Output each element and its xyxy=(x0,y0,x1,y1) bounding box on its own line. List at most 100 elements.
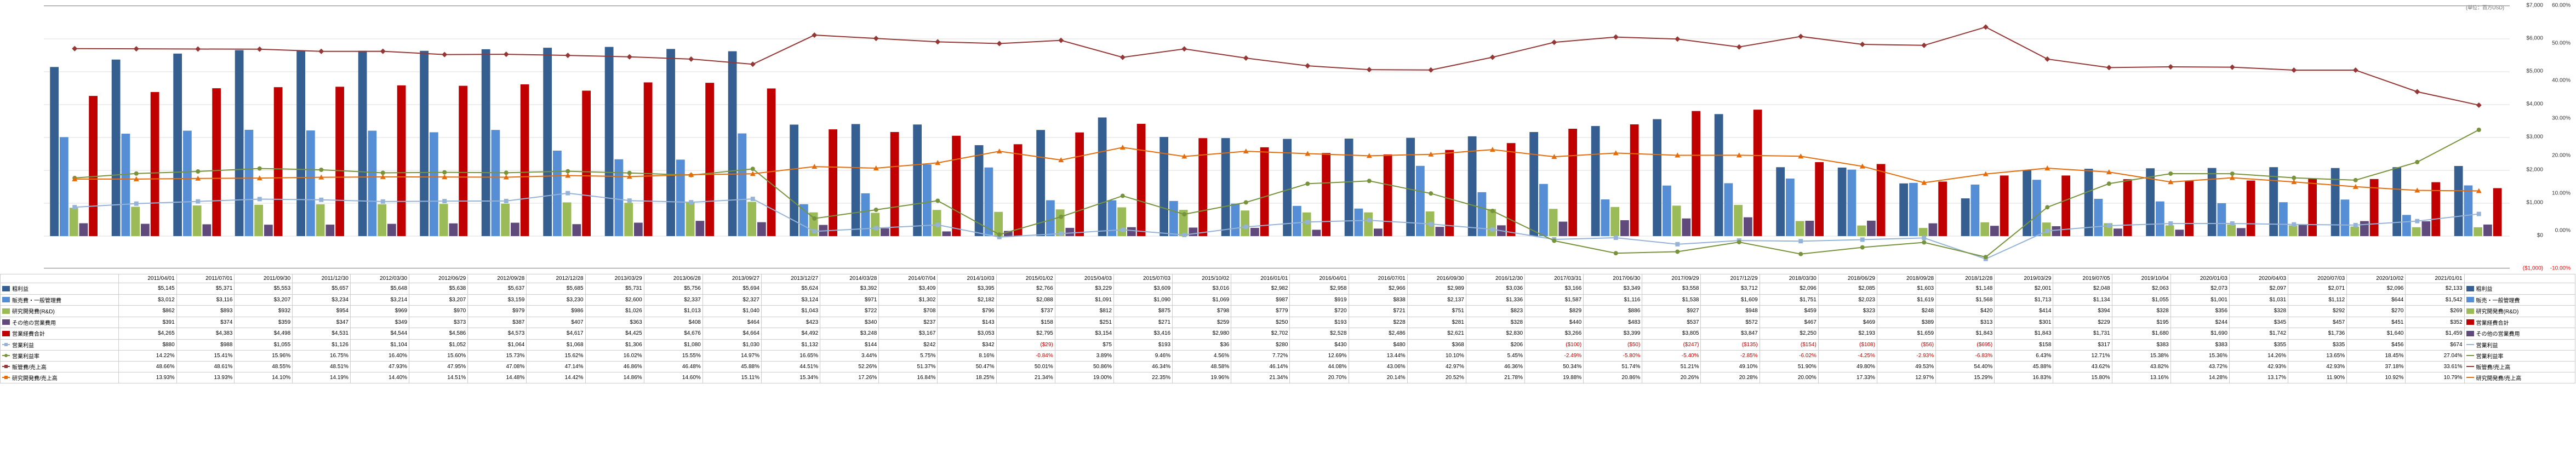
data-cell: 17.26% xyxy=(820,372,879,383)
period-header: 2012/09/28 xyxy=(468,274,527,283)
data-cell: $722 xyxy=(820,306,879,317)
legend-right: その他の営業費用 xyxy=(2464,328,2575,340)
data-cell: 13.44% xyxy=(1349,350,1407,361)
data-cell: $328 xyxy=(2229,306,2288,317)
data-cell: $456 xyxy=(2347,339,2406,350)
data-cell: $5,685 xyxy=(527,283,585,295)
data-cell: $987 xyxy=(1231,294,1290,306)
data-cell: 15.55% xyxy=(644,350,702,361)
data-cell: ($100) xyxy=(1525,339,1584,350)
row-label: 粗利益 xyxy=(1,283,119,295)
data-cell: 48.61% xyxy=(176,361,235,372)
data-cell: $1,731 xyxy=(2053,328,2112,340)
data-cell: $1,713 xyxy=(1995,294,2053,306)
data-cell: $3,012 xyxy=(118,294,176,306)
data-cell: $1,069 xyxy=(1173,294,1231,306)
data-cell: $537 xyxy=(1642,317,1701,328)
data-cell: $2,088 xyxy=(996,294,1055,306)
period-header: 2018/09/28 xyxy=(1877,274,1935,283)
period-header: 2017/12/29 xyxy=(1701,274,1760,283)
data-cell: $969 xyxy=(350,306,409,317)
data-cell: 9.46% xyxy=(1113,350,1172,361)
data-cell: $1,459 xyxy=(2406,328,2464,340)
period-header: 2015/04/03 xyxy=(1055,274,1113,283)
data-cell: $1,336 xyxy=(1466,294,1524,306)
data-cell: $193 xyxy=(1113,339,1172,350)
legend-right: 研究開発費/売上高 xyxy=(2464,372,2575,383)
data-cell: 43.82% xyxy=(2112,361,2171,372)
data-cell: $893 xyxy=(176,306,235,317)
data-cell: 13.17% xyxy=(2229,372,2288,383)
data-cell: 20.86% xyxy=(1584,372,1642,383)
period-header: 2016/07/01 xyxy=(1349,274,1407,283)
data-cell: $3,416 xyxy=(1113,328,1172,340)
data-cell: $3,036 xyxy=(1466,283,1524,295)
data-cell: $394 xyxy=(2053,306,2112,317)
data-cell: 15.73% xyxy=(468,350,527,361)
period-header: 2021/01/01 xyxy=(2406,274,2464,283)
data-table: 2011/04/012011/07/012011/09/302011/12/30… xyxy=(0,274,2575,383)
data-cell: $3,712 xyxy=(1701,283,1760,295)
data-cell: ($154) xyxy=(1760,339,1818,350)
data-cell: $829 xyxy=(1525,306,1584,317)
data-cell: $927 xyxy=(1642,306,1701,317)
data-cell: $1,690 xyxy=(2171,328,2229,340)
data-cell: $301 xyxy=(1995,317,2053,328)
data-cell: $270 xyxy=(2347,306,2406,317)
data-cell: 47.95% xyxy=(409,361,468,372)
data-cell: 45.88% xyxy=(1995,361,2053,372)
data-cell: $457 xyxy=(2288,317,2347,328)
data-cell: $4,531 xyxy=(293,328,351,340)
period-header: 2016/04/01 xyxy=(1290,274,1349,283)
data-cell: 42.93% xyxy=(2288,361,2347,372)
data-cell: $144 xyxy=(820,339,879,350)
data-cell: 15.38% xyxy=(2112,350,2171,361)
row-label: 営業利益率 xyxy=(1,350,119,361)
data-cell: $2,001 xyxy=(1995,283,2053,295)
data-cell: 48.66% xyxy=(118,361,176,372)
data-cell: $1,091 xyxy=(1055,294,1113,306)
data-cell: $269 xyxy=(2406,306,2464,317)
data-cell: $281 xyxy=(1407,317,1466,328)
data-cell: $4,492 xyxy=(761,328,820,340)
data-cell: 49.10% xyxy=(1701,361,1760,372)
data-cell: $721 xyxy=(1349,306,1407,317)
period-header: 2017/06/30 xyxy=(1584,274,1642,283)
data-cell: $328 xyxy=(2112,306,2171,317)
data-cell: $345 xyxy=(2229,317,2288,328)
data-cell: $2,980 xyxy=(1173,328,1231,340)
data-cell: 49.80% xyxy=(1818,361,1877,372)
data-cell: 47.08% xyxy=(468,361,527,372)
data-cell: $1,568 xyxy=(1936,294,1995,306)
data-cell: 13.93% xyxy=(118,372,176,383)
data-cell: $349 xyxy=(350,317,409,328)
data-cell: 21.34% xyxy=(996,372,1055,383)
data-cell: $4,573 xyxy=(468,328,527,340)
data-cell: $3,207 xyxy=(235,294,293,306)
data-cell: 14.26% xyxy=(2229,350,2288,361)
data-cell: $36 xyxy=(1173,339,1231,350)
data-cell: $3,234 xyxy=(293,294,351,306)
period-header: 2012/12/28 xyxy=(527,274,585,283)
data-cell: $250 xyxy=(1231,317,1290,328)
data-cell: $3,116 xyxy=(176,294,235,306)
data-cell: ($50) xyxy=(1584,339,1642,350)
data-cell: -5.40% xyxy=(1642,350,1701,361)
period-header: 2018/03/30 xyxy=(1760,274,1818,283)
data-cell: 11.90% xyxy=(2288,372,2347,383)
data-cell: -0.84% xyxy=(996,350,1055,361)
data-cell: $886 xyxy=(1584,306,1642,317)
data-cell: $2,073 xyxy=(2171,283,2229,295)
data-cell: $3,214 xyxy=(350,294,409,306)
data-cell: 14.97% xyxy=(702,350,761,361)
row-label: 営業経費合計 xyxy=(1,328,119,340)
data-cell: $3,230 xyxy=(527,294,585,306)
data-cell: $75 xyxy=(1055,339,1113,350)
data-cell: $3,399 xyxy=(1584,328,1642,340)
legend-right: 研究開発費(R&D) xyxy=(2464,306,2575,317)
data-cell: 51.90% xyxy=(1760,361,1818,372)
data-cell: $206 xyxy=(1466,339,1524,350)
data-cell: $674 xyxy=(2406,339,2464,350)
data-cell: 7.72% xyxy=(1231,350,1290,361)
data-cell: ($29) xyxy=(996,339,1055,350)
